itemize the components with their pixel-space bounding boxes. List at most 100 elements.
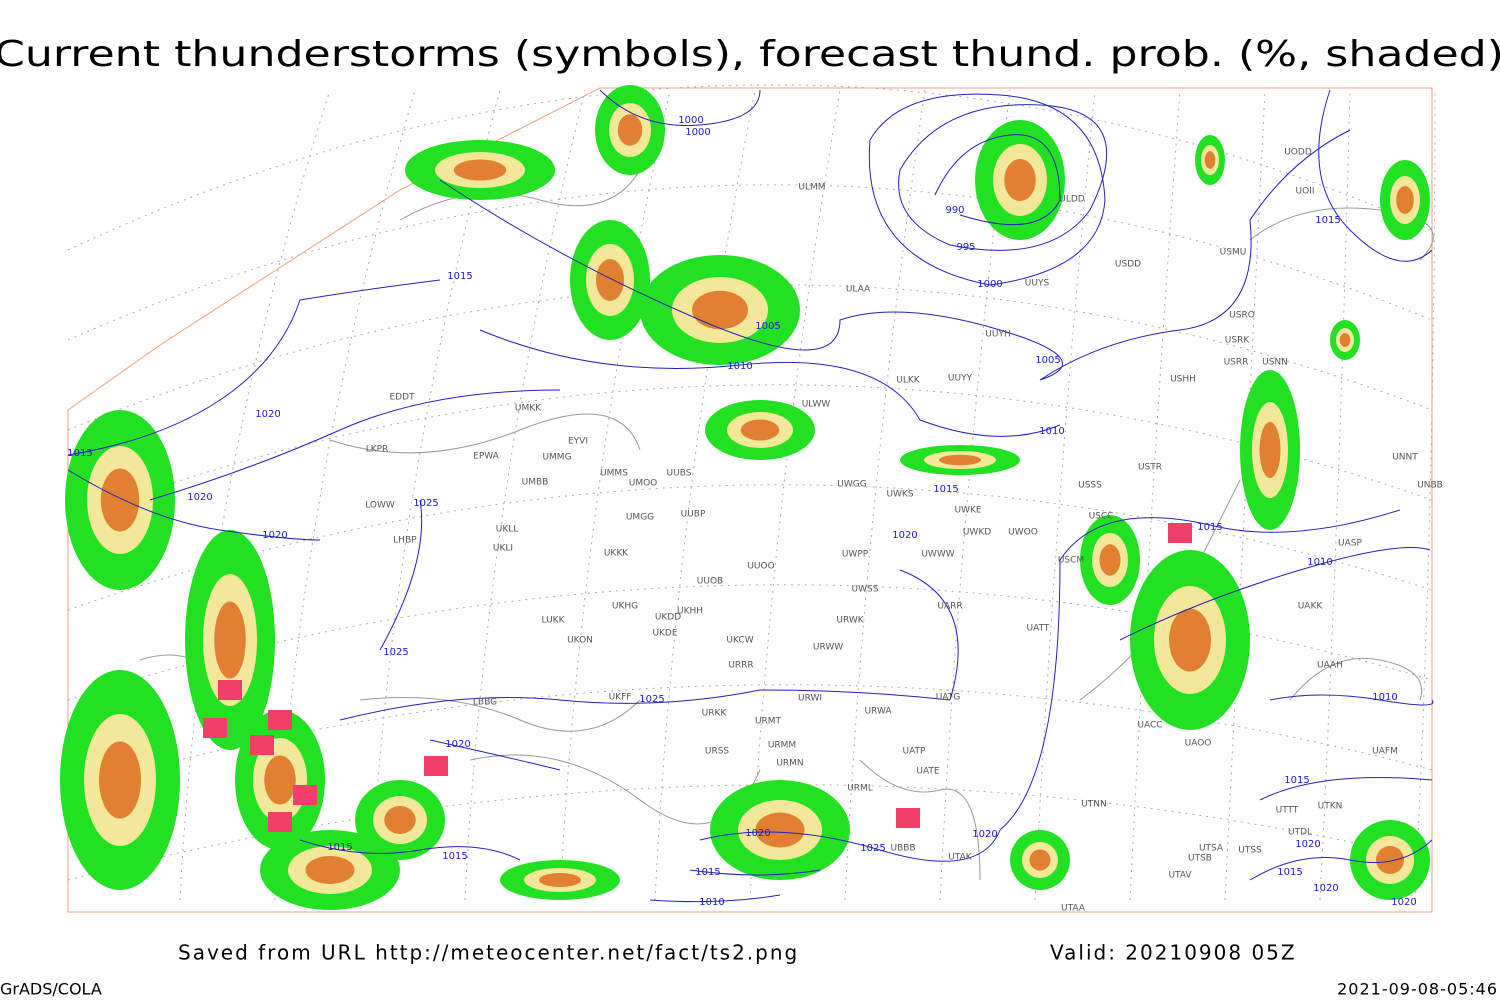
isobar-label: 1020 bbox=[445, 739, 470, 750]
station-code: EPWA bbox=[473, 452, 500, 462]
isobar-label: 1015 bbox=[1284, 775, 1309, 786]
border-line bbox=[399, 169, 641, 221]
prob-shade-high bbox=[1099, 544, 1121, 576]
prob-shade-high bbox=[1396, 186, 1414, 214]
station-code: UUBP bbox=[681, 510, 706, 520]
isobar-label: 1015 bbox=[933, 484, 958, 495]
isobar bbox=[1269, 694, 1434, 706]
station-code: UMMG bbox=[542, 453, 571, 463]
station-code: UMBB bbox=[522, 478, 549, 488]
border-line bbox=[329, 413, 641, 454]
station-code: EYVI bbox=[568, 437, 588, 447]
station-code: LOWW bbox=[365, 501, 395, 511]
isobar-label: 1015 bbox=[695, 867, 720, 878]
isobar-label: 1000 bbox=[685, 127, 710, 138]
prob-shade-high bbox=[755, 812, 805, 848]
station-code: URWA bbox=[864, 707, 892, 717]
isobar bbox=[429, 739, 561, 771]
border-line bbox=[1289, 657, 1422, 701]
prob-shade-high bbox=[1204, 151, 1216, 169]
isobar bbox=[1318, 89, 1433, 262]
isobar-label: 1005 bbox=[755, 321, 780, 332]
station-code: URWI bbox=[798, 694, 822, 704]
isobar-label: 1015 bbox=[1197, 522, 1222, 533]
station-code: URWK bbox=[836, 616, 864, 626]
station-code: UTAV bbox=[1168, 871, 1192, 881]
isobar bbox=[379, 499, 423, 651]
isobar-label: 1015 bbox=[1277, 867, 1302, 878]
station-code: UTTT bbox=[1276, 806, 1299, 816]
prob-shade-high bbox=[1376, 846, 1404, 874]
station-code: UMOO bbox=[629, 479, 658, 489]
isobar-label: 1025 bbox=[639, 694, 664, 705]
station-code: LKPR bbox=[366, 445, 389, 455]
isobar-label: 1025 bbox=[860, 843, 885, 854]
software: GrADS/COLA bbox=[0, 980, 102, 999]
station-code: LBBG bbox=[473, 698, 497, 708]
thunderstorm-symbol bbox=[250, 735, 274, 755]
station-code: UACC bbox=[1137, 721, 1162, 731]
isobar-label: 1020 bbox=[262, 530, 287, 541]
isobar bbox=[868, 93, 1106, 286]
station-code: UOII bbox=[1296, 187, 1315, 197]
station-code: UWKS bbox=[886, 490, 913, 500]
station-code: LHBP bbox=[393, 536, 417, 546]
station-code: UODD bbox=[1284, 148, 1312, 158]
station-code: UAAH bbox=[1317, 661, 1343, 671]
prob-shade-high bbox=[453, 159, 507, 181]
isobar-label: 995 bbox=[956, 242, 975, 253]
grid-line bbox=[67, 184, 1433, 341]
station-code: UWWW bbox=[921, 550, 954, 560]
prob-shade-high bbox=[214, 601, 246, 679]
station-code: USNN bbox=[1262, 358, 1288, 368]
station-code: UKFF bbox=[609, 693, 632, 703]
isobar-label: 1020 bbox=[1313, 883, 1338, 894]
isobar-label: 1025 bbox=[383, 647, 408, 658]
map: 1000100099099510001005101010051010101510… bbox=[60, 84, 1443, 914]
station-code: UBBB bbox=[890, 844, 915, 854]
station-code: UKHG bbox=[612, 602, 638, 612]
station-code: UTAA bbox=[1061, 904, 1086, 914]
station-code: UWKD bbox=[963, 528, 991, 538]
isobar-label: 1000 bbox=[977, 279, 1002, 290]
isobar-label: 1015 bbox=[327, 842, 352, 853]
station-code: UUYY bbox=[948, 374, 973, 384]
station-code: UTSB bbox=[1188, 854, 1212, 864]
station-code: UMKK bbox=[515, 404, 542, 414]
isobar-label: 1020 bbox=[892, 530, 917, 541]
station-code: UNNT bbox=[1392, 453, 1418, 463]
isobar bbox=[439, 129, 1351, 381]
station-code: UKDE bbox=[652, 629, 677, 639]
thunderstorm-symbol bbox=[218, 680, 242, 700]
isobar-label: 1010 bbox=[1307, 557, 1332, 568]
station-code: UATT bbox=[1027, 624, 1050, 634]
isobar-label: 1015 bbox=[1315, 215, 1340, 226]
isobar-label: 990 bbox=[945, 205, 964, 216]
station-code: USRK bbox=[1225, 336, 1251, 346]
timestamp: 2021-09-08-05:46 bbox=[1337, 980, 1498, 999]
station-code: UWOO bbox=[1008, 528, 1038, 538]
station-code: USCC bbox=[1089, 512, 1114, 522]
prob-shade-high bbox=[539, 873, 581, 887]
station-code: URSS bbox=[705, 747, 730, 757]
isobar-label: 1020 bbox=[1391, 897, 1416, 908]
isobar bbox=[67, 469, 321, 541]
station-code: UATP bbox=[903, 747, 927, 757]
station-code: UUBS bbox=[667, 469, 692, 479]
isobar-label: 1020 bbox=[745, 828, 770, 839]
isobar bbox=[599, 89, 761, 127]
isobar bbox=[1259, 777, 1433, 801]
isobar-label: 1010 bbox=[699, 897, 724, 908]
thunderstorm-symbol bbox=[203, 718, 227, 738]
thunderstorm-symbol bbox=[896, 808, 920, 828]
isobar bbox=[339, 569, 959, 721]
isobar bbox=[699, 509, 1401, 862]
station-code: UARR bbox=[937, 602, 962, 612]
station-code: UTAK bbox=[948, 853, 973, 863]
station-code: UKHH bbox=[677, 607, 703, 617]
station-code: ULKK bbox=[896, 376, 921, 386]
station-code: UKLI bbox=[493, 544, 513, 554]
isobar-label: 1020 bbox=[255, 409, 280, 420]
source-url: Saved from URL http://meteocenter.net/fa… bbox=[178, 941, 799, 965]
